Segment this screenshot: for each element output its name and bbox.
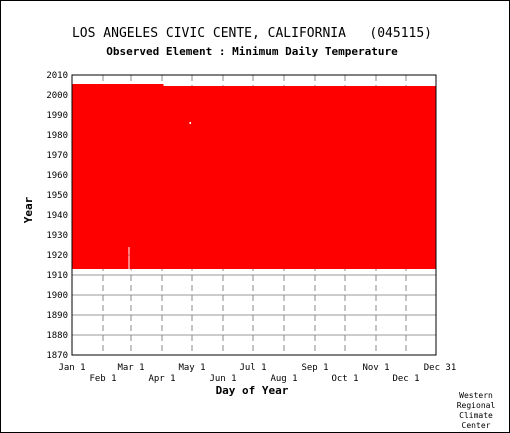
data-fill-segment (135, 84, 164, 269)
x-tick-label: Jan 1 (58, 363, 85, 373)
chart-title: LOS ANGELES CIVIC CENTE, CALIFORNIA (045… (72, 26, 432, 41)
missing-data-point (129, 270, 131, 272)
plot-area: 1870 1880 1890 1900 1910 1920 1930 1940 1950 1960… (46, 71, 456, 384)
y-tick-label: 1940 (46, 211, 68, 221)
y-tick-label: 1990 (46, 111, 68, 121)
y-tick-label: 1930 (46, 231, 68, 241)
x-tick-label: Dec 31 (424, 363, 457, 373)
y-tick-label: 1970 (46, 151, 68, 161)
y-tick-label: 1910 (46, 271, 68, 281)
credit-line: Climate (459, 411, 493, 420)
data-fill-segment (163, 86, 437, 269)
y-tick-label: 1890 (46, 311, 68, 321)
data-fill-segment (128, 84, 130, 247)
y-tick-label: 1900 (46, 291, 68, 301)
x-tick-label: Jul 1 (239, 363, 266, 373)
credit-block: Western Regional Climate Center (457, 391, 496, 430)
y-tick-label: 1960 (46, 171, 68, 181)
credit-line: Regional (457, 401, 496, 410)
x-tick-label: Jun 1 (209, 374, 236, 384)
y-tick-label: 1870 (46, 351, 68, 361)
y-tick-label: 2000 (46, 91, 68, 101)
chart-subtitle: Observed Element : Minimum Daily Tempera… (106, 45, 398, 58)
missing-data-point (189, 122, 191, 124)
y-tick-label: 1980 (46, 131, 68, 141)
x-axis-label: Day of Year (216, 384, 289, 397)
data-fill-segment (129, 84, 136, 269)
credit-line: Center (462, 421, 491, 430)
x-tick-label: Nov 1 (362, 363, 389, 373)
x-tick-label: Oct 1 (331, 374, 358, 384)
y-tick-label: 1880 (46, 331, 68, 341)
x-tick-label: Mar 1 (117, 363, 144, 373)
x-tick-label: Aug 1 (270, 374, 297, 384)
credit-line: Western (459, 391, 493, 400)
y-tick-label: 1950 (46, 191, 68, 201)
plot-border (71, 74, 437, 356)
y-axis-label: Year (22, 196, 35, 223)
x-tick-label: Dec 1 (392, 374, 419, 384)
x-tick-label: Feb 1 (89, 374, 116, 384)
x-tick-label: Apr 1 (148, 374, 175, 384)
y-tick-label: 1920 (46, 251, 68, 261)
x-tick-label: May 1 (178, 363, 205, 373)
data-fill-segment (71, 84, 129, 269)
x-tick-label: Sep 1 (301, 363, 328, 373)
y-tick-label: 2010 (46, 71, 68, 81)
